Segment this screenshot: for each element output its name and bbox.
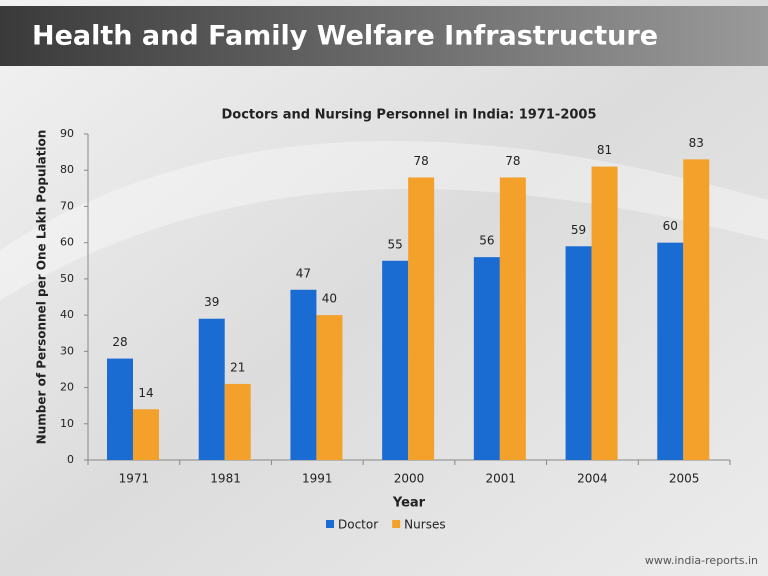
bar (683, 159, 710, 460)
value-label: 47 (296, 266, 311, 280)
y-tick-label: 90 (60, 127, 74, 140)
slide-title: Health and Family Welfare Infrastructure (32, 21, 658, 52)
y-tick-label: 10 (60, 417, 74, 430)
value-label: 21 (230, 360, 245, 374)
y-tick-label: 20 (60, 381, 74, 394)
bar (382, 260, 409, 460)
y-tick-label: 60 (60, 236, 74, 249)
y-tick-label: 80 (60, 163, 74, 176)
value-label: 56 (479, 234, 494, 248)
legend-label: Nurses (404, 518, 445, 532)
value-label: 78 (505, 154, 520, 168)
x-tick-label: 2000 (394, 472, 425, 486)
bar (408, 177, 435, 460)
bar (591, 166, 618, 460)
value-label: 83 (689, 136, 704, 150)
bar (499, 177, 526, 460)
bar (224, 383, 251, 460)
value-label: 39 (204, 295, 219, 309)
y-axis-title: Number of Personnel per One Lakh Populat… (35, 130, 49, 445)
value-label: 81 (597, 143, 612, 157)
x-tick-label: 2004 (577, 472, 608, 486)
value-label: 55 (388, 237, 403, 251)
y-tick-label: 40 (60, 308, 74, 321)
decor-wave (0, 140, 768, 300)
value-label: 78 (414, 154, 429, 168)
x-tick-label: 2005 (669, 472, 700, 486)
bar (290, 289, 317, 460)
legend-swatch (392, 520, 401, 528)
footer-url: www.india-reports.in (645, 554, 758, 567)
value-label: 40 (322, 292, 337, 306)
bar (657, 242, 684, 460)
y-tick-label: 0 (67, 453, 74, 466)
legend-label: Doctor (338, 518, 378, 532)
legend-swatch (326, 520, 334, 528)
chart-title: Doctors and Nursing Personnel in India: … (221, 108, 596, 123)
bar (107, 358, 133, 460)
bar (198, 318, 225, 460)
x-tick-label: 1991 (302, 472, 333, 486)
header-bar (0, 6, 768, 66)
bar (316, 315, 343, 460)
y-tick-label: 50 (60, 272, 74, 285)
x-axis-title: Year (392, 496, 426, 511)
value-label: 60 (663, 219, 678, 233)
bar (565, 246, 592, 460)
value-label: 28 (112, 335, 127, 349)
x-tick-label: 2001 (485, 472, 516, 486)
value-label: 59 (571, 223, 586, 237)
bar (473, 257, 500, 460)
x-tick-label: 1971 (119, 472, 150, 486)
value-label: 14 (138, 386, 153, 400)
bar (133, 409, 159, 460)
x-tick-label: 1981 (210, 472, 241, 486)
y-tick-label: 70 (60, 199, 74, 212)
y-tick-label: 30 (60, 344, 74, 357)
